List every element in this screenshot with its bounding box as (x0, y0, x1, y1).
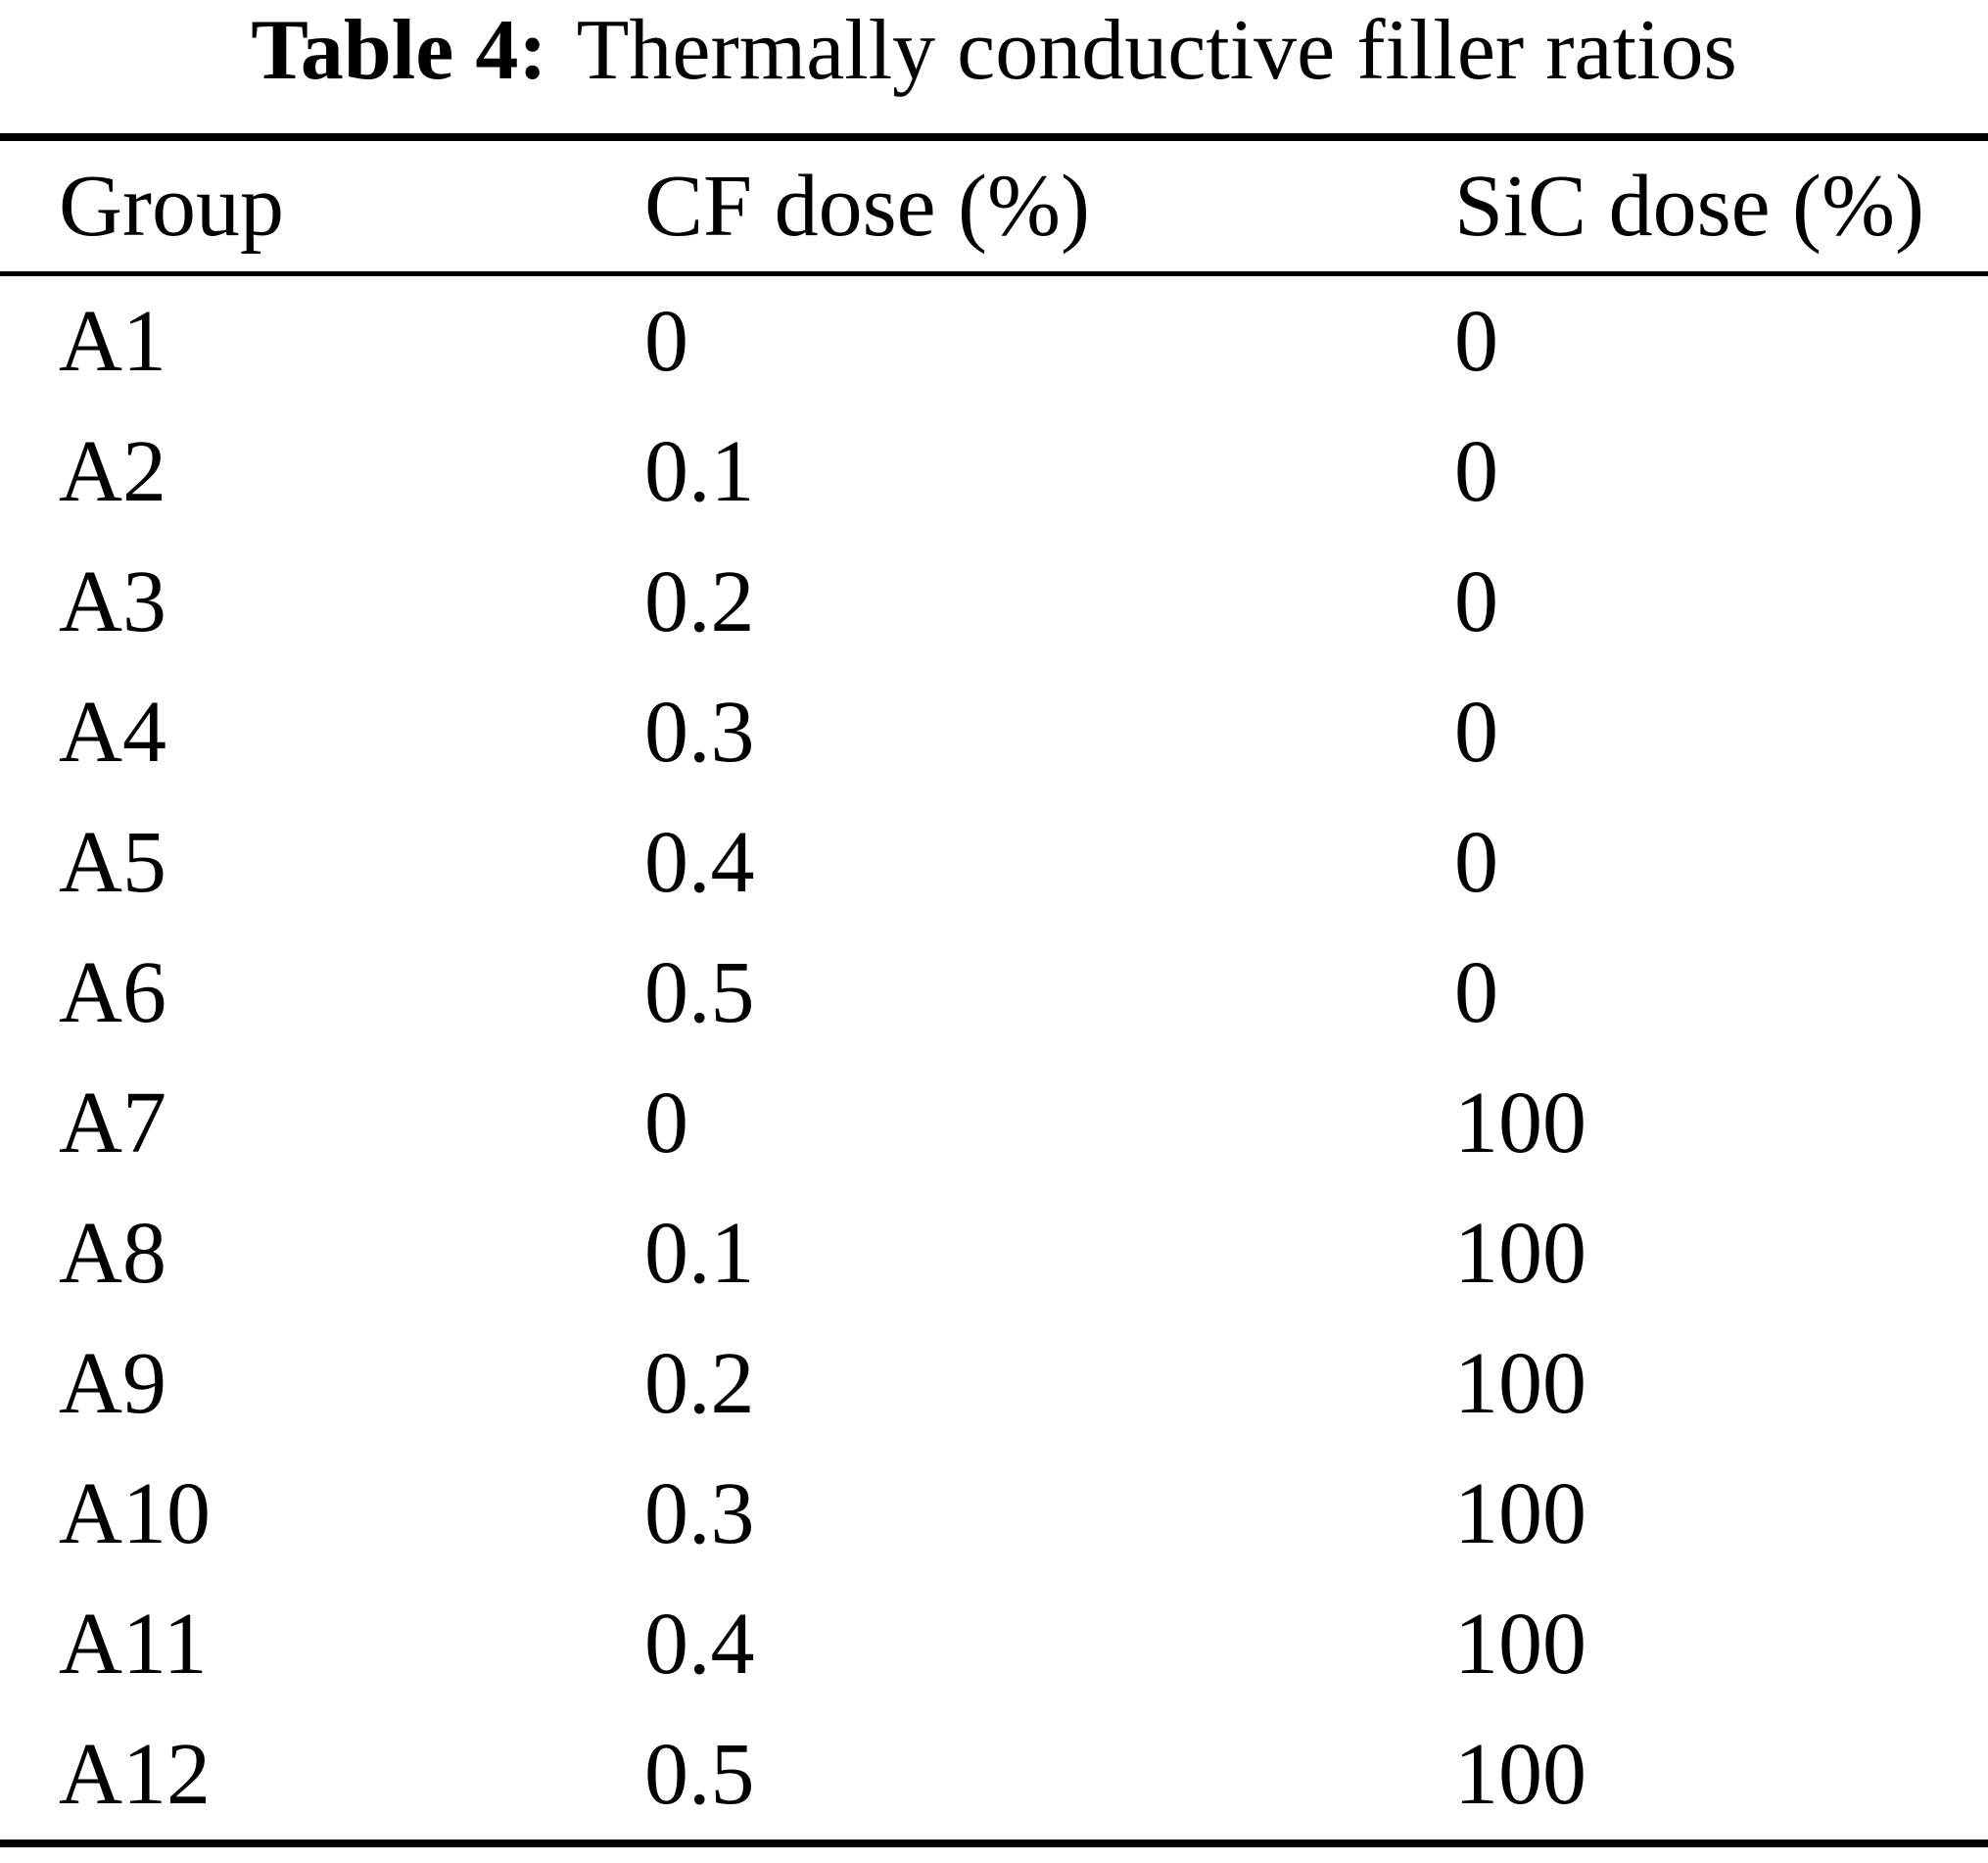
header-row: Group CF dose (%) SiC dose (%) (0, 137, 1988, 274)
cf-dose-cell: 0.3 (644, 684, 755, 781)
sic-dose-cell: 100 (1454, 1335, 1586, 1432)
column-header-sic-dose: SiC dose (%) (1454, 158, 1924, 255)
table-row: A6 0.5 0 (0, 928, 1988, 1058)
group-cell: A3 (59, 553, 166, 650)
sic-dose-cell: 0 (1454, 423, 1498, 520)
group-cell: A4 (59, 684, 166, 781)
column-header-group: Group (59, 158, 284, 255)
table-row: A11 0.4 100 (0, 1579, 1988, 1709)
column-header-cf-dose: CF dose (%) (644, 158, 1090, 255)
cf-dose-cell: 0.3 (644, 1465, 755, 1562)
group-cell: A8 (59, 1205, 166, 1302)
table-row: A10 0.3 100 (0, 1449, 1988, 1579)
table-caption: Table 4: Thermally conductive filler rati… (0, 0, 1988, 98)
group-cell: A1 (59, 293, 166, 390)
group-cell: A7 (59, 1075, 166, 1171)
sic-dose-cell: 100 (1454, 1205, 1586, 1302)
sic-dose-cell: 0 (1454, 293, 1498, 390)
group-cell: A6 (59, 944, 166, 1041)
cf-dose-cell: 0.4 (644, 814, 755, 911)
table-caption-label: Table 4: (251, 3, 547, 98)
cf-dose-cell: 0.2 (644, 553, 755, 650)
sic-dose-cell: 100 (1454, 1726, 1586, 1823)
sic-dose-cell: 100 (1454, 1596, 1586, 1693)
sic-dose-cell: 0 (1454, 944, 1498, 1041)
table-row: A2 0.1 0 (0, 406, 1988, 537)
group-cell: A2 (59, 423, 166, 520)
group-cell: A11 (59, 1596, 208, 1693)
sic-dose-cell: 100 (1454, 1075, 1586, 1171)
cf-dose-cell: 0 (644, 1075, 688, 1171)
sic-dose-cell: 0 (1454, 814, 1498, 911)
sic-dose-cell: 0 (1454, 553, 1498, 650)
group-cell: A9 (59, 1335, 166, 1432)
group-cell: A5 (59, 814, 166, 911)
cf-dose-cell: 0.1 (644, 423, 755, 520)
table-row: A8 0.1 100 (0, 1188, 1988, 1318)
cf-dose-cell: 0.5 (644, 944, 755, 1041)
table-row: A5 0.4 0 (0, 797, 1988, 928)
table-row: A3 0.2 0 (0, 537, 1988, 667)
group-cell: A12 (59, 1726, 211, 1823)
sic-dose-cell: 0 (1454, 684, 1498, 781)
table-row: A12 0.5 100 (0, 1709, 1988, 1843)
group-cell: A10 (59, 1465, 211, 1562)
cf-dose-cell: 0.5 (644, 1726, 755, 1823)
table-row: A1 0 0 (0, 274, 1988, 407)
cf-dose-cell: 0.4 (644, 1596, 755, 1693)
cf-dose-cell: 0.1 (644, 1205, 755, 1302)
cf-dose-cell: 0 (644, 293, 688, 390)
table-row: A9 0.2 100 (0, 1318, 1988, 1449)
filler-ratios-table: Group CF dose (%) SiC dose (%) A1 0 0 A2 0.1… (0, 133, 1988, 1847)
table-row: A7 0 100 (0, 1058, 1988, 1188)
sic-dose-cell: 100 (1454, 1465, 1586, 1562)
table-caption-text: Thermally conductive filler ratios (576, 3, 1737, 98)
table-row: A4 0.3 0 (0, 667, 1988, 797)
table-body: A1 0 0 A2 0.1 0 A3 0.2 0 A4 0.3 0 A5 0.4 0 A6 0.5 0 A7 0 100… (0, 274, 1988, 1844)
cf-dose-cell: 0.2 (644, 1335, 755, 1432)
